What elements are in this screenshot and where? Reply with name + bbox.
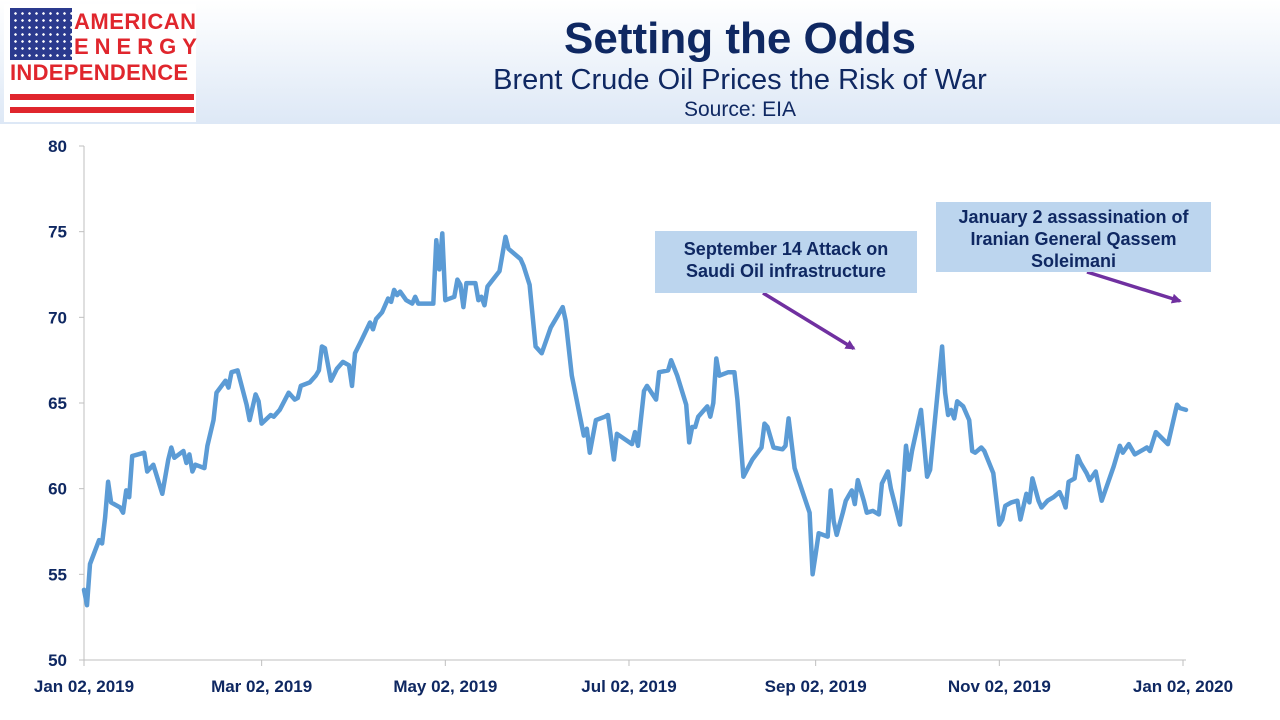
us-flag-icon <box>10 8 72 60</box>
chart-source: Source: EIA <box>683 98 797 121</box>
y-tick-label: 55 <box>48 565 67 584</box>
annotation-arrows <box>762 270 1182 350</box>
logo-text-line3: INDEPENDENCE <box>10 60 189 85</box>
american-energy-independence-logo: AMERICAN ENERGY INDEPENDENCE <box>4 4 197 122</box>
logo-stripe <box>10 94 194 100</box>
logo-text-line1: AMERICAN <box>74 9 197 34</box>
y-tick-label: 60 <box>48 480 67 499</box>
y-tick-label: 50 <box>48 651 67 670</box>
annotation-soleimani: January 2 assassination of Iranian Gener… <box>936 202 1211 272</box>
chart-axes: 50 55 60 65 70 75 80 Jan 02, 2019 Mar 02, 2019 Ma… <box>34 137 1233 696</box>
x-tick-label: Mar 02, 2019 <box>211 677 312 696</box>
x-tick-label: Sep 02, 2019 <box>765 677 867 696</box>
annotation-sept-14-attack: September 14 Attack on Saudi Oil infrast… <box>655 231 917 293</box>
chart-title: Setting the Odds <box>564 14 916 63</box>
x-tick-label: Nov 02, 2019 <box>948 677 1051 696</box>
annotation-text: January 2 assassination of Iranian Gener… <box>958 207 1189 271</box>
x-tick-label: Jan 02, 2019 <box>34 677 134 696</box>
logo-text-line2: ENERGY <box>74 34 203 59</box>
arrow-soleimani <box>1086 270 1182 304</box>
price-line <box>81 231 1189 608</box>
header-banner <box>0 0 1280 124</box>
chart-subtitle: Brent Crude Oil Prices the Risk of War <box>493 64 987 96</box>
y-tick-label: 80 <box>48 137 67 156</box>
logo-stripe <box>10 107 194 113</box>
y-tick-label: 75 <box>48 223 67 242</box>
chart-series <box>81 231 1189 608</box>
x-tick-label: May 02, 2019 <box>393 677 497 696</box>
annotation-text: September 14 Attack on Saudi Oil infrast… <box>683 239 889 281</box>
x-tick-label: Jul 02, 2019 <box>581 677 676 696</box>
y-tick-label: 70 <box>48 308 67 327</box>
arrow-sept-14 <box>762 291 856 350</box>
y-tick-label: 65 <box>48 394 67 413</box>
x-tick-label: Jan 02, 2020 <box>1133 677 1233 696</box>
